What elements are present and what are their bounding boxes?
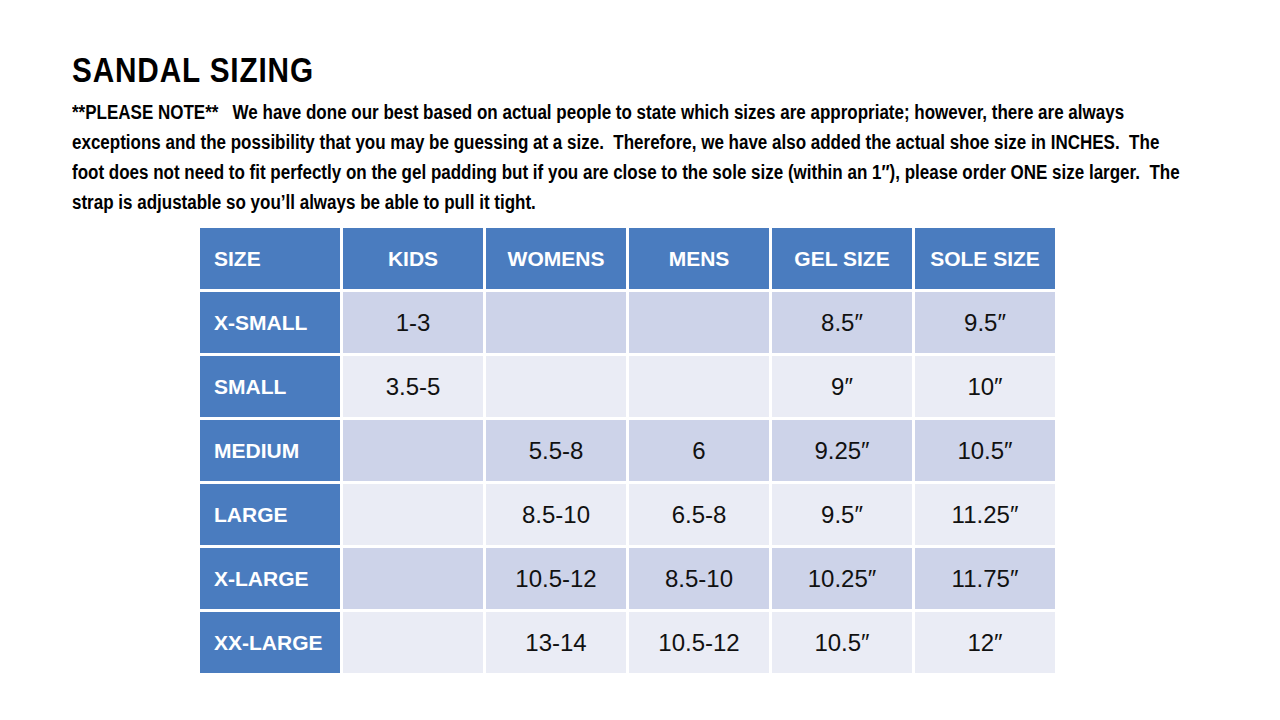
mens-cell: 10.5-12 (629, 612, 769, 673)
gel-size-cell: 10.25″ (772, 548, 912, 609)
header-size: SIZE (200, 228, 340, 289)
size-label: X-LARGE (200, 548, 340, 609)
size-label: X-SMALL (200, 292, 340, 353)
page-title: SANDAL SIZING (72, 50, 1186, 90)
size-label: SMALL (200, 356, 340, 417)
header-gel-size: GEL SIZE (772, 228, 912, 289)
table-row: X-LARGE 10.5-12 8.5-10 10.25″ 11.75″ (200, 548, 1055, 609)
size-label: XX-LARGE (200, 612, 340, 673)
sole-size-cell: 10″ (915, 356, 1055, 417)
table-body: X-SMALL 1-3 8.5″ 9.5″ SMALL 3.5-5 9″ 10″… (200, 292, 1055, 673)
gel-size-cell: 9″ (772, 356, 912, 417)
size-label: MEDIUM (200, 420, 340, 481)
table-row: XX-LARGE 13-14 10.5-12 10.5″ 12″ (200, 612, 1055, 673)
size-label: LARGE (200, 484, 340, 545)
kids-cell (343, 612, 483, 673)
womens-cell: 13-14 (486, 612, 626, 673)
sole-size-cell: 12″ (915, 612, 1055, 673)
kids-cell: 3.5-5 (343, 356, 483, 417)
header-row: SIZE KIDS WOMENS MENS GEL SIZE SOLE SIZE (200, 228, 1055, 289)
header-kids: KIDS (343, 228, 483, 289)
sole-size-cell: 11.25″ (915, 484, 1055, 545)
table-header: SIZE KIDS WOMENS MENS GEL SIZE SOLE SIZE (200, 228, 1055, 289)
kids-cell (343, 548, 483, 609)
gel-size-cell: 9.5″ (772, 484, 912, 545)
header-mens: MENS (629, 228, 769, 289)
intro-block: SANDAL SIZING **PLEASE NOTE** We have do… (72, 50, 1186, 217)
table-row: LARGE 8.5-10 6.5-8 9.5″ 11.25″ (200, 484, 1055, 545)
kids-cell (343, 484, 483, 545)
sole-size-cell: 11.75″ (915, 548, 1055, 609)
womens-cell: 5.5-8 (486, 420, 626, 481)
sole-size-cell: 10.5″ (915, 420, 1055, 481)
womens-cell: 10.5-12 (486, 548, 626, 609)
mens-cell: 8.5-10 (629, 548, 769, 609)
womens-cell (486, 356, 626, 417)
mens-cell (629, 292, 769, 353)
header-womens: WOMENS (486, 228, 626, 289)
table-row: X-SMALL 1-3 8.5″ 9.5″ (200, 292, 1055, 353)
kids-cell (343, 420, 483, 481)
mens-cell: 6.5-8 (629, 484, 769, 545)
mens-cell: 6 (629, 420, 769, 481)
kids-cell: 1-3 (343, 292, 483, 353)
gel-size-cell: 10.5″ (772, 612, 912, 673)
sizing-note: **PLEASE NOTE** We have done our best ba… (72, 97, 1186, 217)
gel-size-cell: 9.25″ (772, 420, 912, 481)
table-row: MEDIUM 5.5-8 6 9.25″ 10.5″ (200, 420, 1055, 481)
table-row: SMALL 3.5-5 9″ 10″ (200, 356, 1055, 417)
gel-size-cell: 8.5″ (772, 292, 912, 353)
mens-cell (629, 356, 769, 417)
sizing-table: SIZE KIDS WOMENS MENS GEL SIZE SOLE SIZE… (197, 225, 1058, 676)
header-sole-size: SOLE SIZE (915, 228, 1055, 289)
sole-size-cell: 9.5″ (915, 292, 1055, 353)
womens-cell (486, 292, 626, 353)
womens-cell: 8.5-10 (486, 484, 626, 545)
